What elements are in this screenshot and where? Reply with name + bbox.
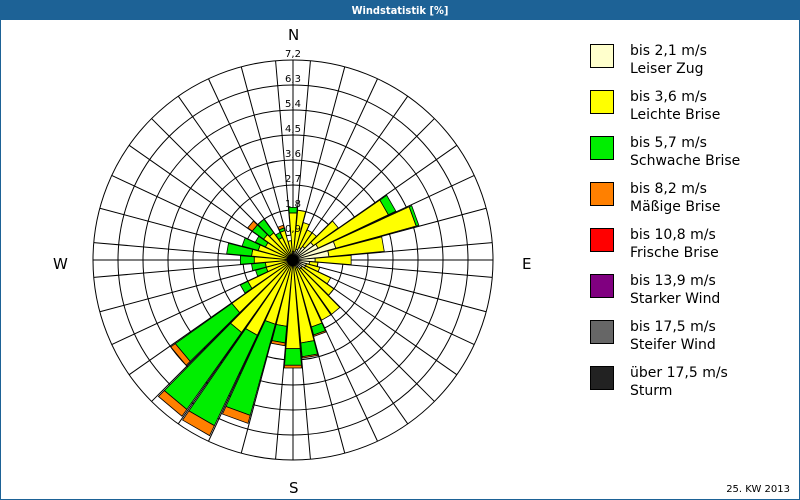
legend-swatch (590, 274, 614, 298)
compass-north-label: N (288, 26, 300, 44)
legend-speed: bis 5,7 m/s (630, 135, 707, 151)
legend-speed: bis 10,8 m/s (630, 227, 716, 243)
legend-speed: über 17,5 m/s (630, 365, 728, 381)
legend-label: Leichte Brise (630, 107, 721, 123)
legend-label: Steifer Wind (630, 337, 716, 353)
svg-text:2,7: 2,7 (285, 174, 301, 185)
svg-text:3,6: 3,6 (285, 149, 301, 160)
legend-label: Leiser Zug (630, 61, 704, 77)
legend-speed: bis 8,2 m/s (630, 181, 707, 197)
legend-label: Frische Brise (630, 245, 719, 261)
legend-swatch (590, 228, 614, 252)
legend-swatch (590, 366, 614, 390)
legend-swatch (590, 320, 614, 344)
legend-speed: bis 2,1 m/s (630, 43, 707, 59)
period-label: 25. KW 2013 (726, 484, 790, 495)
legend-label: Mäßige Brise (630, 199, 721, 215)
compass-west-label: W (53, 255, 68, 273)
legend-speed: bis 13,9 m/s (630, 273, 716, 289)
legend-label: Sturm (630, 383, 673, 399)
compass-south-label: S (289, 479, 299, 497)
legend-swatch (590, 44, 614, 68)
compass-east-label: E (522, 255, 532, 273)
legend-label: Starker Wind (630, 291, 721, 307)
legend-speed: bis 17,5 m/s (630, 319, 716, 335)
svg-text:1,8: 1,8 (285, 199, 301, 210)
svg-text:0,9: 0,9 (285, 224, 301, 235)
legend-label: Schwache Brise (630, 153, 741, 169)
legend-swatch (590, 90, 614, 114)
svg-text:4,5: 4,5 (285, 124, 301, 135)
legend-speed: bis 3,6 m/s (630, 89, 707, 105)
legend-swatch (590, 182, 614, 206)
svg-text:6,3: 6,3 (285, 74, 301, 85)
svg-text:5,4: 5,4 (285, 99, 301, 110)
svg-text:7,2: 7,2 (285, 49, 301, 60)
chart-title: Windstatistik [%] (0, 0, 800, 20)
legend-swatch (590, 136, 614, 160)
